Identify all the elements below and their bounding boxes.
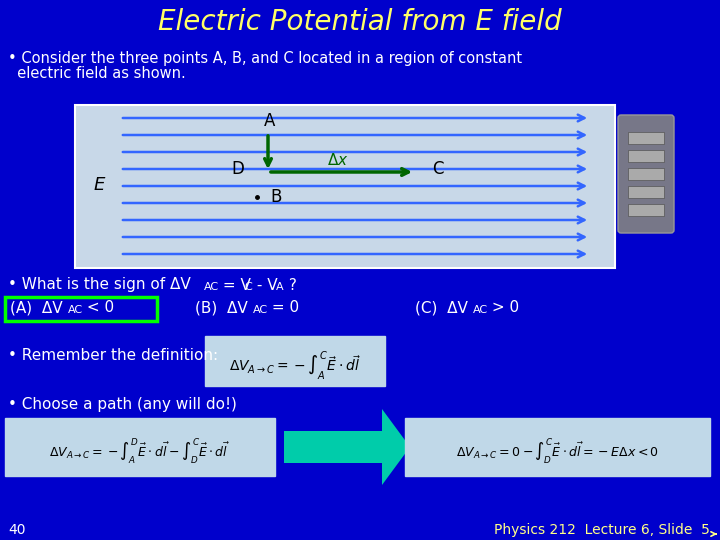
Text: AC: AC	[473, 305, 488, 315]
Text: (A)  ΔV: (A) ΔV	[10, 300, 63, 315]
Text: (B)  ΔV: (B) ΔV	[195, 300, 248, 315]
Text: Electric Potential from E field: Electric Potential from E field	[158, 8, 562, 36]
Bar	[628, 168, 664, 180]
Text: $E$: $E$	[94, 176, 107, 194]
Text: $\Delta V_{A\to C} = 0 - \int_D^C \vec{E}\cdot d\vec{l} = -E\Delta x < 0$: $\Delta V_{A\to C} = 0 - \int_D^C \vec{E…	[456, 436, 659, 466]
Text: < 0: < 0	[82, 300, 114, 315]
Text: > 0: > 0	[487, 300, 519, 315]
Polygon shape	[284, 409, 410, 485]
Bar	[628, 132, 664, 144]
Text: D: D	[232, 160, 244, 178]
Text: $\Delta V_{A\to C} = -\int_A^C \vec{E}\cdot d\vec{l}$: $\Delta V_{A\to C} = -\int_A^C \vec{E}\c…	[229, 348, 361, 381]
Text: Physics 212  Lecture 6, Slide  5: Physics 212 Lecture 6, Slide 5	[494, 523, 710, 537]
Text: A: A	[264, 112, 276, 130]
Text: $\Delta x$: $\Delta x$	[327, 152, 348, 168]
Text: • Choose a path (any will do!): • Choose a path (any will do!)	[8, 397, 237, 413]
Text: • Remember the definition:: • Remember the definition:	[8, 348, 218, 363]
Bar	[628, 204, 664, 216]
Text: AC: AC	[204, 282, 219, 292]
Bar	[628, 150, 664, 162]
Bar	[75, 105, 615, 268]
Bar	[628, 186, 664, 198]
Bar	[5, 418, 275, 476]
FancyBboxPatch shape	[618, 115, 674, 233]
FancyArrowPatch shape	[711, 532, 716, 536]
Bar	[205, 336, 385, 386]
Text: • Consider the three points A, B, and C located in a region of constant: • Consider the three points A, B, and C …	[8, 51, 522, 65]
Text: C: C	[244, 282, 252, 292]
Text: A: A	[276, 282, 284, 292]
Text: B: B	[270, 188, 282, 206]
Text: • What is the sign of ΔV: • What is the sign of ΔV	[8, 278, 191, 293]
Text: 40: 40	[8, 523, 25, 537]
Bar	[5, 297, 157, 321]
Text: C: C	[432, 160, 444, 178]
Text: = 0: = 0	[267, 300, 299, 315]
Text: AC: AC	[68, 305, 83, 315]
Text: (C)  ΔV: (C) ΔV	[415, 300, 468, 315]
Bar	[405, 418, 710, 476]
Text: electric field as shown.: electric field as shown.	[8, 66, 186, 82]
Text: = V: = V	[218, 278, 251, 293]
Text: $\Delta V_{A\to C} = -\int_A^D \vec{E}\cdot d\vec{l} - \int_D^C \vec{E}\cdot d\v: $\Delta V_{A\to C} = -\int_A^D \vec{E}\c…	[50, 436, 230, 466]
Text: ?: ?	[284, 278, 297, 293]
Text: - V: - V	[252, 278, 278, 293]
Text: AC: AC	[253, 305, 268, 315]
